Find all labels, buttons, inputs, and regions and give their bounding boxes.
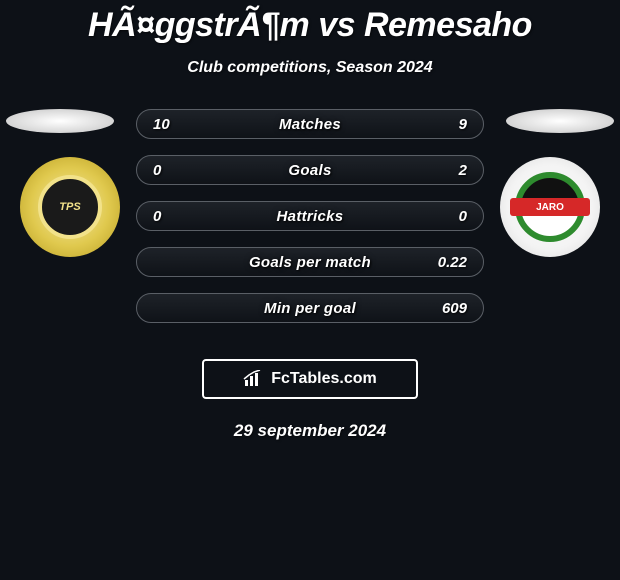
stat-label: Goals (288, 162, 331, 179)
stat-right-value: 9 (427, 116, 467, 133)
stat-label: Hattricks (277, 208, 344, 225)
left-team-logo-text: TPS (38, 175, 102, 239)
stat-left-value: 10 (153, 116, 193, 133)
right-team-logo-text: JARO (510, 198, 590, 216)
stat-row-matches: 10 Matches 9 (136, 109, 484, 139)
stats-rows: 10 Matches 9 0 Goals 2 0 Hattricks 0 Goa… (136, 109, 484, 339)
stat-row-goals-per-match: Goals per match 0.22 (136, 247, 484, 277)
left-player-oval (6, 109, 114, 133)
comparison-panel: TPS JARO 10 Matches 9 0 Goals 2 0 Hattri… (0, 109, 620, 359)
left-team-logo: TPS (20, 157, 120, 257)
page-title: HÃ¤ggstrÃ¶m vs Remesaho (0, 6, 620, 45)
page-subtitle: Club competitions, Season 2024 (0, 59, 620, 77)
stat-label: Matches (279, 116, 341, 133)
stat-right-value: 0.22 (427, 254, 467, 271)
stat-right-value: 2 (427, 162, 467, 179)
stat-label: Min per goal (264, 300, 356, 317)
stat-left-value: 0 (153, 208, 193, 225)
brand-box[interactable]: FcTables.com (202, 359, 418, 399)
stat-row-goals: 0 Goals 2 (136, 155, 484, 185)
stat-row-min-per-goal: Min per goal 609 (136, 293, 484, 323)
stat-row-hattricks: 0 Hattricks 0 (136, 201, 484, 231)
header: HÃ¤ggstrÃ¶m vs Remesaho Club competition… (0, 0, 620, 77)
stat-left-value: 0 (153, 162, 193, 179)
right-team-logo-inner: JARO (515, 172, 585, 242)
stat-right-value: 0 (427, 208, 467, 225)
brand-text: FcTables.com (271, 370, 377, 388)
date-text: 29 september 2024 (0, 421, 620, 441)
stat-label: Goals per match (249, 254, 371, 271)
stat-right-value: 609 (427, 300, 467, 317)
right-team-logo: JARO (500, 157, 600, 257)
right-player-oval (506, 109, 614, 133)
bar-chart-icon (243, 370, 265, 388)
